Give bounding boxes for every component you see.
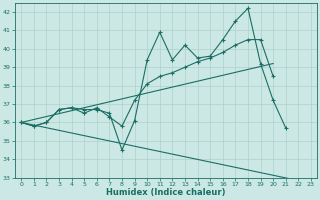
X-axis label: Humidex (Indice chaleur): Humidex (Indice chaleur) bbox=[106, 188, 226, 197]
